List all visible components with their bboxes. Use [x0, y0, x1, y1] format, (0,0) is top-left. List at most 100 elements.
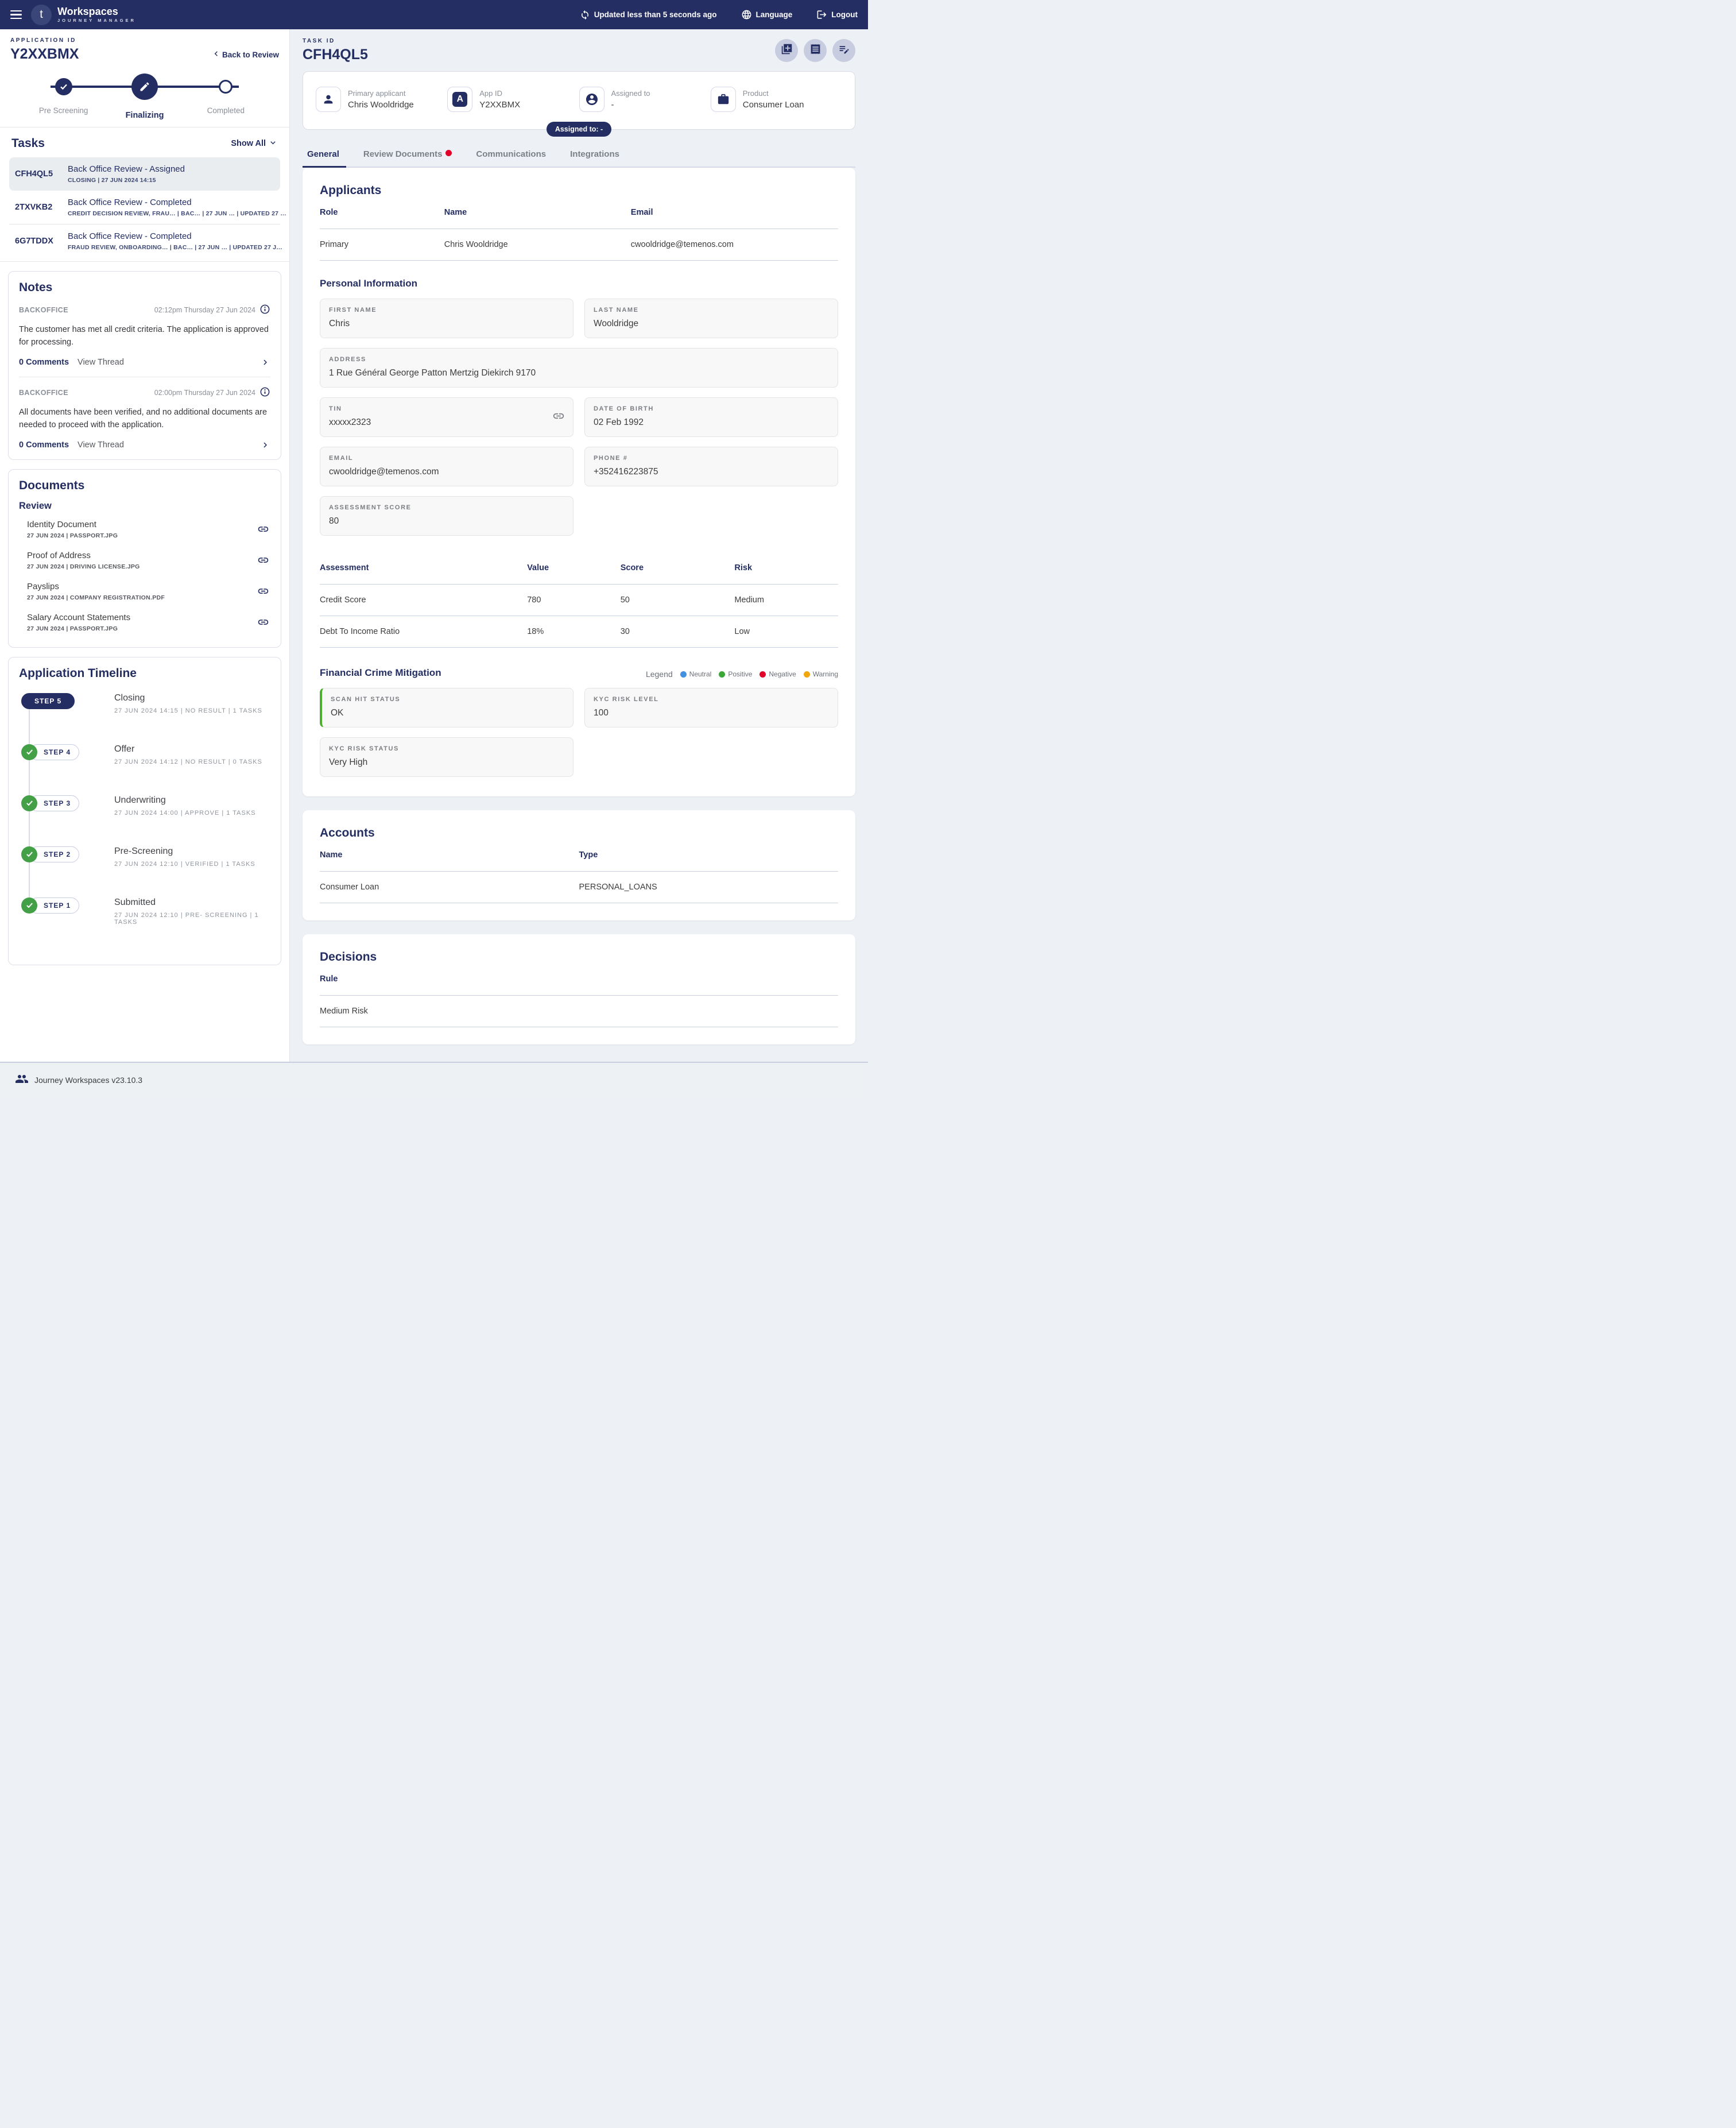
stepper-step-label: Completed	[207, 106, 245, 115]
stepper-step-completed[interactable]: Completed	[185, 68, 266, 120]
column-header: Name	[444, 208, 467, 217]
add-document-button[interactable]	[775, 39, 798, 62]
back-to-review-link[interactable]: Back to Review	[211, 47, 279, 63]
link-icon[interactable]	[257, 616, 269, 628]
receipt-button[interactable]	[804, 39, 827, 62]
note-entry: BACKOFFICE 02:00pm Thursday 27 Jun 2024 …	[19, 386, 270, 450]
info-icon[interactable]	[259, 304, 270, 316]
briefcase-icon[interactable]	[710, 87, 736, 112]
task-row[interactable]: 6G7TDDX Back Office Review - Completed F…	[9, 224, 282, 258]
field-label: KYC RISK LEVEL	[594, 696, 659, 703]
refresh-icon	[580, 10, 590, 20]
legend-item-warning: Warning	[803, 670, 838, 678]
tab-general[interactable]: General	[303, 142, 346, 168]
document-item: Payslips 27 JUN 2024 | COMPANY REGISTRAT…	[19, 576, 270, 607]
edit-note-button[interactable]	[832, 39, 855, 62]
chevron-right-icon[interactable]	[260, 440, 270, 450]
tab-communications[interactable]: Communications	[476, 149, 547, 159]
application-id-label: APPLICATION ID	[10, 37, 76, 44]
chevron-right-icon[interactable]	[260, 357, 270, 367]
document-name: Salary Account Statements	[27, 612, 131, 622]
timeline-step: STEP 3 Underwriting 27 JUN 2024 14:00 | …	[21, 795, 270, 817]
stepper-step-finalizing[interactable]: Finalizing	[104, 68, 185, 120]
note-comments-count: 0 Comments	[19, 357, 69, 367]
tab-review-documents[interactable]: Review Documents	[362, 142, 454, 167]
table-row[interactable]: Medium Risk	[320, 996, 838, 1027]
check-icon	[21, 744, 37, 760]
table-row[interactable]: Consumer Loan PERSONAL_LOANS	[320, 872, 838, 903]
back-to-review-label: Back to Review	[222, 50, 279, 59]
document-name: Payslips	[27, 581, 59, 591]
field-label: ASSESSMENT SCORE	[329, 504, 412, 511]
menu-icon[interactable]	[10, 10, 22, 20]
document-meta: 27 JUN 2024 | COMPANY REGISTRATION.PDF	[27, 594, 165, 601]
tin-field[interactable]: TIN xxxxx2323	[320, 397, 574, 437]
info-icon[interactable]	[259, 386, 270, 399]
cell-risk: Medium	[734, 595, 764, 605]
kyc-risk-level-field[interactable]: KYC RISK LEVEL 100	[584, 688, 838, 728]
step-badge: STEP 4	[29, 744, 80, 760]
step-name: Offer	[114, 744, 135, 754]
account-circle-icon[interactable]	[579, 87, 604, 112]
language-button[interactable]: Language	[741, 9, 792, 20]
note-body: The customer has met all credit criteria…	[19, 325, 269, 347]
step-edit-icon	[131, 73, 158, 100]
step-meta: 27 JUN 2024 12:10 | VERIFIED | 1 TASKS	[114, 860, 255, 868]
field-label: PHONE #	[594, 455, 628, 462]
stepper-step-label: Finalizing	[125, 111, 164, 120]
field-label: SCAN HIT STATUS	[331, 696, 401, 703]
table-row[interactable]: Credit Score 780 50 Medium	[320, 585, 838, 616]
task-row[interactable]: 2TXVKB2 Back Office Review - Completed C…	[9, 191, 286, 224]
date-of-birth-field[interactable]: DATE OF BIRTH 02 Feb 1992	[584, 397, 838, 437]
document-name: Identity Document	[27, 519, 96, 529]
tasks-filter-dropdown[interactable]: Show All	[231, 138, 278, 150]
app-id-icon[interactable]: A	[447, 87, 473, 112]
person-icon[interactable]	[316, 87, 341, 112]
legend-label: Legend	[645, 670, 673, 679]
table-row[interactable]: Primary Chris Wooldridge cwooldridge@tem…	[320, 229, 838, 261]
version-label: Journey Workspaces v23.10.3	[34, 1075, 143, 1085]
assessment-score-field[interactable]: ASSESSMENT SCORE 80	[320, 496, 574, 536]
view-thread-link[interactable]: View Thread	[78, 440, 124, 450]
logout-icon	[816, 9, 827, 20]
task-id-block: TASK ID CFH4QL5	[303, 38, 368, 63]
document-meta: 27 JUN 2024 | PASSPORT.JPG	[27, 625, 118, 632]
note-timestamp: 02:12pm Thursday 27 Jun 2024	[154, 306, 255, 314]
phone-field[interactable]: PHONE # +352416223875	[584, 447, 838, 486]
assessment-table: Assessment Value Score Risk Credit Score…	[320, 553, 838, 648]
column-header: Assessment	[320, 563, 369, 572]
documents-card: Documents Review Identity Document 27 JU…	[8, 469, 281, 648]
field-label: DATE OF BIRTH	[594, 405, 654, 412]
tab-bar: General Review Documents Communications …	[303, 142, 855, 168]
link-icon[interactable]	[257, 554, 269, 566]
address-field[interactable]: ADDRESS 1 Rue Général George Patton Mert…	[320, 348, 838, 388]
email-field[interactable]: EMAIL cwooldridge@temenos.com	[320, 447, 574, 486]
logout-label: Logout	[831, 10, 858, 19]
legend-item-negative: Negative	[760, 670, 796, 678]
logout-button[interactable]: Logout	[816, 9, 858, 20]
view-thread-link[interactable]: View Thread	[78, 357, 124, 367]
tab-integrations[interactable]: Integrations	[570, 149, 619, 159]
refresh-status[interactable]: Updated less than 5 seconds ago	[580, 10, 717, 20]
link-icon[interactable]	[552, 409, 565, 425]
scan-hit-status-field[interactable]: SCAN HIT STATUS OK	[320, 688, 574, 728]
document-item: Identity Document 27 JUN 2024 | PASSPORT…	[19, 514, 270, 545]
cell-assessment: Debt To Income Ratio	[320, 627, 400, 636]
timeline-step: STEP 5 Closing 27 JUN 2024 14:15 | NO RE…	[21, 692, 270, 714]
legend-item-positive: Positive	[719, 670, 752, 678]
timeline-step: STEP 4 Offer 27 JUN 2024 14:12 | NO RESU…	[21, 744, 270, 765]
first-name-field[interactable]: FIRST NAME Chris	[320, 299, 574, 338]
stepper-step-pre-screening[interactable]: Pre Screening	[23, 68, 104, 120]
positive-dot-icon	[719, 671, 726, 678]
step-badge: STEP 3	[29, 795, 80, 811]
task-row[interactable]: CFH4QL5 Back Office Review - Assigned CL…	[9, 157, 280, 191]
info-tile-assigned-to: Assigned to -	[579, 87, 711, 112]
task-meta: FRAUD REVIEW, ONBOARDING… | BAC… | 27 JU…	[68, 244, 282, 251]
link-icon[interactable]	[257, 585, 269, 597]
footer: Journey Workspaces v23.10.3	[0, 1062, 868, 1097]
table-row[interactable]: Debt To Income Ratio 18% 30 Low	[320, 616, 838, 648]
kyc-risk-status-field[interactable]: KYC RISK STATUS Very High	[320, 737, 574, 777]
column-header: Name	[320, 850, 343, 860]
link-icon[interactable]	[257, 523, 269, 535]
last-name-field[interactable]: LAST NAME Wooldridge	[584, 299, 838, 338]
